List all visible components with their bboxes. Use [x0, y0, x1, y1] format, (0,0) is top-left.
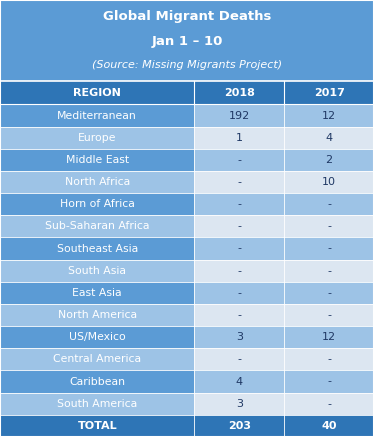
Text: 4: 4: [236, 377, 243, 387]
Text: TOTAL: TOTAL: [77, 421, 117, 431]
Text: East Asia: East Asia: [73, 288, 122, 298]
Bar: [194, 171, 284, 193]
Text: -: -: [237, 310, 241, 320]
Text: 12: 12: [322, 332, 336, 342]
Text: -: -: [327, 243, 331, 253]
Bar: [194, 193, 284, 215]
Bar: [0, 326, 194, 348]
Text: South America: South America: [57, 399, 137, 409]
Text: -: -: [327, 222, 331, 231]
Bar: [284, 282, 374, 304]
Text: -: -: [237, 222, 241, 231]
Bar: [284, 127, 374, 149]
Text: North Africa: North Africa: [65, 177, 130, 187]
Text: 2: 2: [325, 155, 333, 165]
Text: -: -: [327, 377, 331, 387]
Bar: [0, 348, 194, 371]
Text: Mediterranean: Mediterranean: [57, 111, 137, 121]
Text: 3: 3: [236, 332, 243, 342]
Text: Europe: Europe: [78, 133, 116, 143]
Bar: [284, 104, 374, 127]
Bar: [0, 393, 194, 415]
Bar: [284, 215, 374, 237]
Bar: [0, 415, 374, 437]
Text: Horn of Africa: Horn of Africa: [60, 199, 135, 209]
Text: Sub-Saharan Africa: Sub-Saharan Africa: [45, 222, 150, 231]
Bar: [194, 304, 284, 326]
Bar: [194, 215, 284, 237]
Bar: [194, 149, 284, 171]
Text: 2017: 2017: [314, 88, 344, 97]
Text: Middle East: Middle East: [66, 155, 129, 165]
Text: US/Mexico: US/Mexico: [69, 332, 126, 342]
Text: 192: 192: [229, 111, 250, 121]
Text: Central America: Central America: [53, 354, 141, 364]
Bar: [0, 171, 194, 193]
Bar: [284, 304, 374, 326]
Text: South Asia: South Asia: [68, 266, 126, 276]
Bar: [0, 260, 194, 282]
Bar: [0, 193, 194, 215]
Text: 1: 1: [236, 133, 243, 143]
Text: Global Migrant Deaths: Global Migrant Deaths: [103, 10, 271, 23]
Bar: [0, 371, 194, 393]
Text: 40: 40: [321, 421, 337, 431]
Text: 203: 203: [228, 421, 251, 431]
Bar: [0, 104, 194, 127]
Bar: [284, 260, 374, 282]
Text: -: -: [237, 266, 241, 276]
Text: -: -: [327, 199, 331, 209]
Text: -: -: [327, 354, 331, 364]
Text: 3: 3: [236, 399, 243, 409]
Text: Southeast Asia: Southeast Asia: [56, 243, 138, 253]
Text: 10: 10: [322, 177, 336, 187]
Text: -: -: [327, 310, 331, 320]
Bar: [0, 0, 374, 81]
Bar: [0, 81, 374, 104]
Bar: [194, 127, 284, 149]
Text: -: -: [327, 266, 331, 276]
Text: -: -: [237, 199, 241, 209]
Text: -: -: [237, 288, 241, 298]
Text: 12: 12: [322, 111, 336, 121]
Bar: [194, 260, 284, 282]
Text: North America: North America: [58, 310, 137, 320]
Bar: [0, 237, 194, 260]
Bar: [0, 149, 194, 171]
Bar: [0, 304, 194, 326]
Text: -: -: [237, 354, 241, 364]
Text: REGION: REGION: [73, 88, 121, 97]
Bar: [194, 371, 284, 393]
Bar: [284, 171, 374, 193]
Bar: [0, 127, 194, 149]
Bar: [0, 282, 194, 304]
Text: -: -: [237, 243, 241, 253]
Bar: [194, 282, 284, 304]
Text: -: -: [237, 177, 241, 187]
Text: Jan 1 – 10: Jan 1 – 10: [151, 35, 223, 48]
Bar: [0, 215, 194, 237]
Bar: [194, 326, 284, 348]
Text: -: -: [237, 155, 241, 165]
Bar: [284, 348, 374, 371]
Bar: [284, 193, 374, 215]
Text: -: -: [327, 399, 331, 409]
Bar: [284, 149, 374, 171]
Bar: [284, 393, 374, 415]
Text: 4: 4: [325, 133, 333, 143]
Bar: [194, 104, 284, 127]
Bar: [194, 393, 284, 415]
Bar: [284, 371, 374, 393]
Text: -: -: [327, 288, 331, 298]
Bar: [284, 326, 374, 348]
Bar: [194, 237, 284, 260]
Text: Caribbean: Caribbean: [69, 377, 125, 387]
Text: (Source: Missing Migrants Project): (Source: Missing Migrants Project): [92, 60, 282, 70]
Bar: [194, 348, 284, 371]
Text: 2018: 2018: [224, 88, 255, 97]
Bar: [284, 237, 374, 260]
